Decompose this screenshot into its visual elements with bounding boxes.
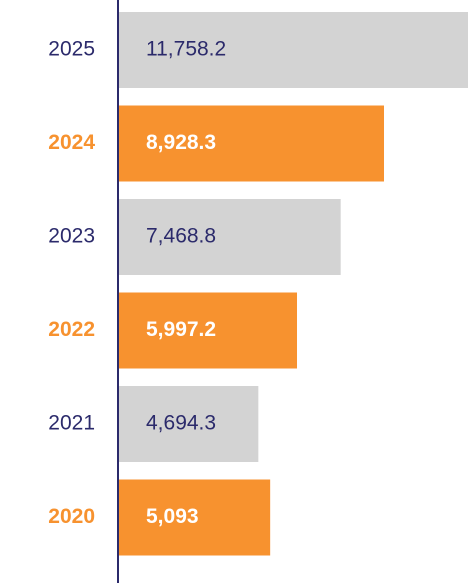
value-label: 5,997.2 [146, 318, 216, 341]
category-label: 2022 [48, 318, 95, 341]
bar [119, 479, 271, 556]
bar [119, 292, 298, 369]
bar [119, 199, 341, 275]
bar [119, 386, 259, 462]
category-label: 2024 [48, 131, 95, 154]
value-label: 8,928.3 [146, 131, 216, 154]
value-label: 11,758.2 [146, 38, 226, 61]
category-label: 2020 [48, 505, 95, 528]
value-label: 4,694.3 [146, 412, 216, 435]
category-label: 2023 [48, 225, 95, 248]
value-label: 7,468.8 [146, 225, 216, 248]
bar [119, 12, 468, 88]
category-label: 2021 [48, 412, 95, 435]
value-label: 5,093 [146, 505, 199, 528]
bar [119, 105, 385, 182]
category-label: 2025 [48, 38, 95, 61]
